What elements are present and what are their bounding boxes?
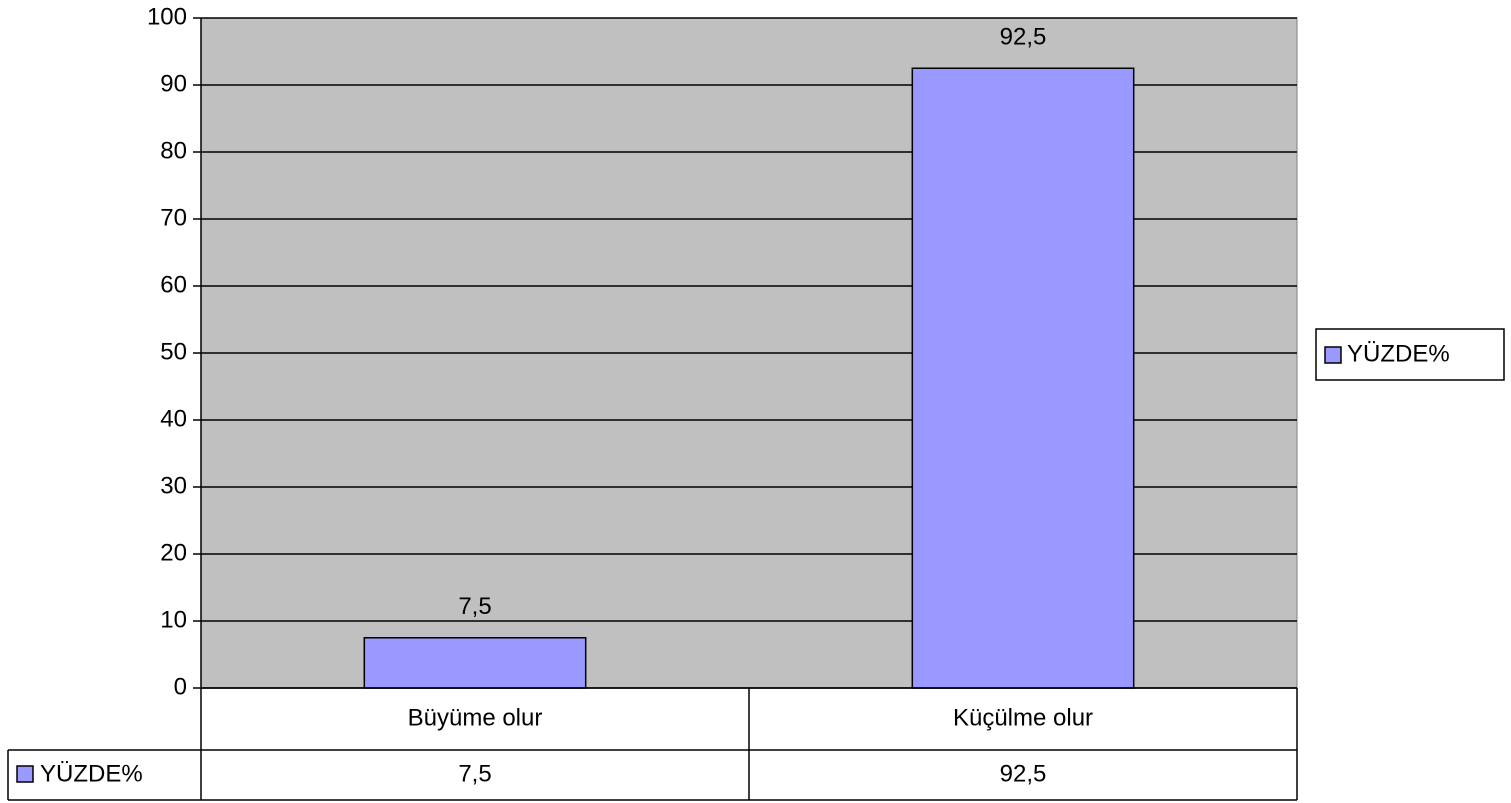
table-series-name: YÜZDE% [40, 760, 143, 787]
table-value: 7,5 [458, 760, 491, 787]
y-tick-label: 50 [160, 338, 187, 365]
y-tick-label: 0 [174, 673, 187, 700]
y-tick-label: 40 [160, 405, 187, 432]
legend-box [1315, 328, 1505, 381]
legend-key [1324, 346, 1342, 364]
y-tick-label: 60 [160, 271, 187, 298]
y-tick-label: 30 [160, 472, 187, 499]
table-legend-key [16, 765, 34, 783]
y-tick-label: 100 [147, 3, 187, 30]
y-tick-label: 70 [160, 204, 187, 231]
y-tick-label: 10 [160, 606, 187, 633]
y-tick-label: 20 [160, 539, 187, 566]
x-tick-label: Büyüme olur [408, 704, 543, 731]
data-label: 7,5 [458, 593, 491, 620]
table-value: 92,5 [1000, 760, 1047, 787]
bar [911, 67, 1135, 689]
y-tick-label: 90 [160, 70, 187, 97]
x-tick-label: Küçülme olur [953, 704, 1093, 731]
y-tick-label: 80 [160, 137, 187, 164]
legend-label: YÜZDE% [1347, 340, 1450, 367]
bar [363, 637, 587, 689]
data-label: 92,5 [1000, 24, 1047, 51]
